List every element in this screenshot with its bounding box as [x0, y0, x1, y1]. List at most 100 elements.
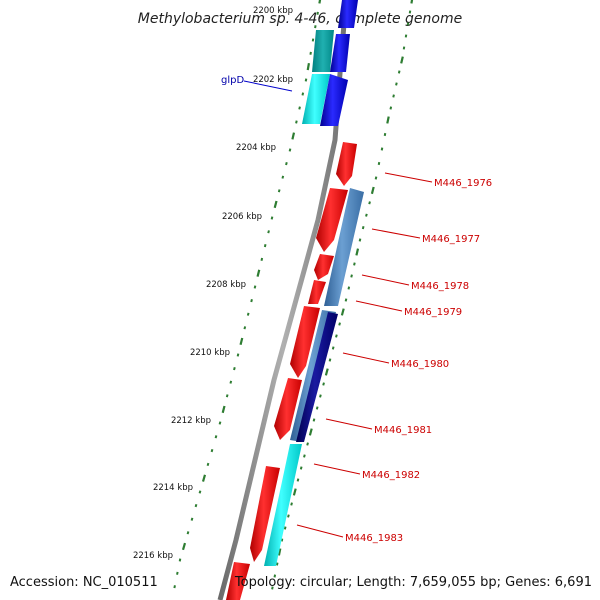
gene-label-M446-1980[interactable]: M446_1980: [391, 359, 449, 370]
label-leader: [313, 463, 361, 475]
major-tick: [221, 405, 226, 414]
major-tick: [239, 337, 244, 346]
minor-tick: [315, 406, 319, 410]
gene-feature[interactable]: [308, 280, 326, 304]
minor-tick: [374, 176, 378, 180]
gene-feature[interactable]: [330, 34, 350, 72]
gene-feature[interactable]: [336, 142, 357, 186]
minor-tick: [312, 418, 316, 422]
gene-feature[interactable]: [302, 74, 330, 124]
gene-label-M446-1979[interactable]: M446_1979: [404, 307, 462, 318]
minor-tick: [270, 216, 274, 220]
minor-tick: [229, 380, 233, 384]
minor-tick: [194, 503, 198, 508]
label-leader: [361, 274, 410, 286]
minor-tick: [392, 94, 395, 98]
minor-tick: [190, 517, 194, 521]
minor-tick: [335, 334, 338, 338]
minor-tick: [280, 538, 284, 542]
label-leader: [342, 352, 390, 364]
major-tick: [340, 308, 345, 316]
reverse-strand-features: [226, 142, 364, 600]
minor-tick: [281, 175, 285, 179]
minor-tick: [277, 189, 281, 193]
minor-tick: [296, 478, 300, 482]
minor-tick: [290, 502, 293, 506]
minor-tick: [299, 466, 303, 470]
minor-tick: [250, 298, 253, 303]
minor-tick: [361, 225, 365, 230]
major-tick: [324, 368, 329, 376]
minor-tick: [338, 322, 341, 326]
label-leader: [384, 172, 433, 183]
scale-ticks: [173, 0, 414, 590]
minor-tick: [283, 526, 287, 530]
scale-label-2204: 2204 kbp: [236, 143, 276, 153]
minor-tick: [319, 394, 322, 398]
scale-label-2212: 2212 kbp: [171, 416, 211, 426]
scale-label-2210: 2210 kbp: [190, 348, 230, 358]
major-tick: [400, 56, 404, 64]
minor-tick: [263, 244, 267, 248]
gene-feature[interactable]: [312, 30, 334, 72]
minor-tick: [225, 394, 229, 398]
minor-tick: [353, 262, 356, 266]
gene-feature[interactable]: [324, 188, 364, 306]
minor-tick: [304, 78, 308, 82]
gene-feature[interactable]: [338, 0, 358, 28]
major-tick: [292, 488, 297, 496]
gene-label-M446-1981[interactable]: M446_1981: [374, 425, 432, 436]
minor-tick: [288, 148, 292, 152]
gene-label-lines: [243, 80, 433, 538]
major-tick: [256, 269, 261, 277]
minor-tick: [380, 147, 384, 151]
gene-label-glpD[interactable]: glpD: [221, 75, 244, 86]
minor-tick: [285, 161, 288, 166]
minor-tick: [260, 257, 264, 261]
scale-label-2200: 2200 kbp: [253, 6, 293, 16]
scale-label-2206: 2206 kbp: [222, 212, 262, 222]
major-tick: [277, 548, 282, 556]
scale-label-2216: 2216 kbp: [133, 551, 173, 561]
minor-tick: [178, 558, 182, 562]
gene-feature[interactable]: [296, 312, 338, 442]
gene-feature[interactable]: [316, 188, 348, 252]
minor-tick: [236, 353, 240, 357]
scale-labels: 2200 kbp 2202 kbp 2204 kbp 2206 kbp 2208…: [133, 6, 293, 561]
gene-label-M446-1976[interactable]: M446_1976: [434, 178, 492, 189]
minor-tick: [395, 82, 398, 86]
minor-tick: [368, 201, 371, 205]
gene-label-M446-1983[interactable]: M446_1983: [345, 533, 403, 544]
minor-tick: [273, 574, 277, 578]
minor-tick: [267, 230, 270, 234]
minor-tick: [350, 274, 353, 278]
major-tick: [201, 474, 207, 482]
gene-feature[interactable]: [250, 466, 280, 562]
minor-tick: [322, 382, 325, 386]
minor-tick: [328, 358, 332, 362]
minor-tick: [347, 286, 351, 290]
scale-label-2214: 2214 kbp: [153, 483, 193, 493]
minor-tick: [301, 92, 305, 96]
gene-feature[interactable]: [226, 562, 250, 600]
minor-tick: [306, 442, 309, 446]
scale-label-2208: 2208 kbp: [206, 280, 246, 290]
minor-tick: [198, 490, 202, 494]
gene-feature[interactable]: [274, 378, 302, 440]
minor-tick: [243, 326, 247, 330]
major-tick: [410, 0, 414, 4]
gene-label-M446-1982[interactable]: M446_1982: [362, 470, 420, 481]
gene-label-M446-1978[interactable]: M446_1978: [411, 281, 469, 292]
gene-feature[interactable]: [290, 306, 320, 378]
gene-feature[interactable]: [264, 444, 302, 566]
gene-label-M446-1977[interactable]: M446_1977: [422, 234, 480, 245]
major-tick: [355, 248, 360, 256]
gene-feature[interactable]: [314, 254, 334, 280]
minor-tick: [206, 462, 210, 467]
gene-feature[interactable]: [320, 74, 348, 126]
major-tick: [318, 0, 322, 4]
minor-tick: [210, 448, 214, 453]
minor-tick: [397, 70, 401, 74]
gene-labels: glpD M446_1976 M446_1977 M446_1978 M446_…: [221, 75, 492, 544]
